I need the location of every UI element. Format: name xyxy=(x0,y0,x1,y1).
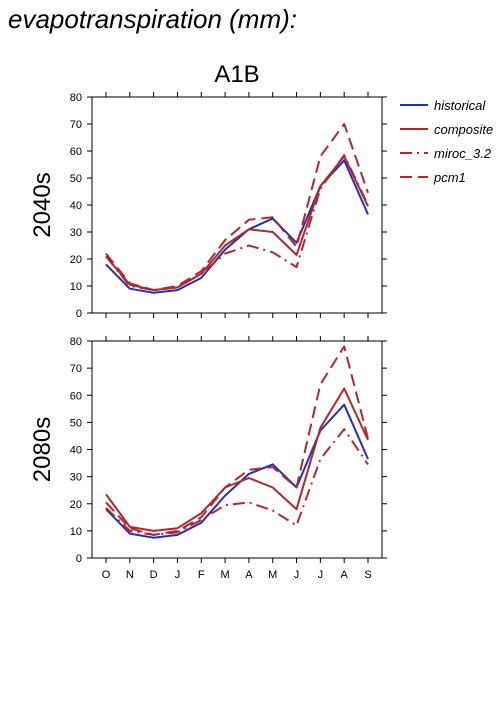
y-tick-label: 30 xyxy=(70,227,82,239)
legend-label-miroc-3-2: miroc_3.2 xyxy=(434,146,492,161)
x-tick-label: M xyxy=(221,569,230,581)
y-tick-label: 30 xyxy=(70,472,82,484)
plot-frame xyxy=(91,96,383,314)
x-tick-label: A xyxy=(245,569,253,581)
x-tick-label: D xyxy=(150,569,158,581)
y-tick-label: 40 xyxy=(70,445,82,457)
y-tick-label: 50 xyxy=(70,173,82,185)
y-tick-label: 10 xyxy=(70,526,82,538)
x-tick-label: O xyxy=(102,569,111,581)
plot-frame xyxy=(91,340,383,559)
y-tick-label: 70 xyxy=(70,119,82,131)
y-tick-label: 50 xyxy=(70,417,82,429)
x-tick-label: S xyxy=(364,569,371,581)
y-tick-label: 60 xyxy=(70,146,82,158)
y-tick-label: 10 xyxy=(70,281,82,293)
y-tick-label: 20 xyxy=(70,254,82,266)
legend-label-historical: historical xyxy=(434,98,486,113)
page-title: evapotranspiration (mm): xyxy=(8,4,297,34)
series-line-pcm1 xyxy=(105,123,369,292)
panel-label-2080s: 2080s xyxy=(29,417,56,482)
x-tick-label: J xyxy=(175,569,181,581)
panels-layer: 0 10 20 30 40 50 60 70 80 2040s 0 10 20 30 40 50 60 70 80 O… xyxy=(29,92,387,581)
x-tick-label: M xyxy=(268,569,277,581)
y-tick-label: 70 xyxy=(70,363,82,375)
y-tick-label: 40 xyxy=(70,200,82,212)
series-line-miroc-3-2 xyxy=(105,154,369,292)
series-line-historical xyxy=(105,403,369,539)
y-tick-label: 0 xyxy=(76,308,82,320)
series-line-historical xyxy=(105,159,369,294)
panel-2080s: 0 10 20 30 40 50 60 70 80 O N D J F M A M J J A S 2080s xyxy=(29,336,387,581)
legend-label-composite: composite xyxy=(434,122,493,137)
x-tick-label: J xyxy=(318,569,324,581)
x-tick-label: A xyxy=(341,569,349,581)
x-tick-label: J xyxy=(294,569,300,581)
series-line-composite xyxy=(105,387,369,532)
panel-label-2040s: 2040s xyxy=(29,172,56,237)
chart-title: A1B xyxy=(214,61,259,88)
y-tick-label: 80 xyxy=(70,336,82,348)
panel-2040s: 0 10 20 30 40 50 60 70 80 2040s xyxy=(29,92,387,320)
y-tick-label: 60 xyxy=(70,390,82,402)
series-line-pcm1 xyxy=(105,345,369,536)
x-tick-label: N xyxy=(126,569,134,581)
legend: historical composite miroc_3.2 pcm1 xyxy=(400,98,493,185)
legend-label-pcm1: pcm1 xyxy=(433,170,466,185)
x-tick-label: F xyxy=(198,569,205,581)
y-tick-label: 0 xyxy=(76,553,82,565)
y-tick-label: 20 xyxy=(70,499,82,511)
y-tick-label: 80 xyxy=(70,92,82,104)
